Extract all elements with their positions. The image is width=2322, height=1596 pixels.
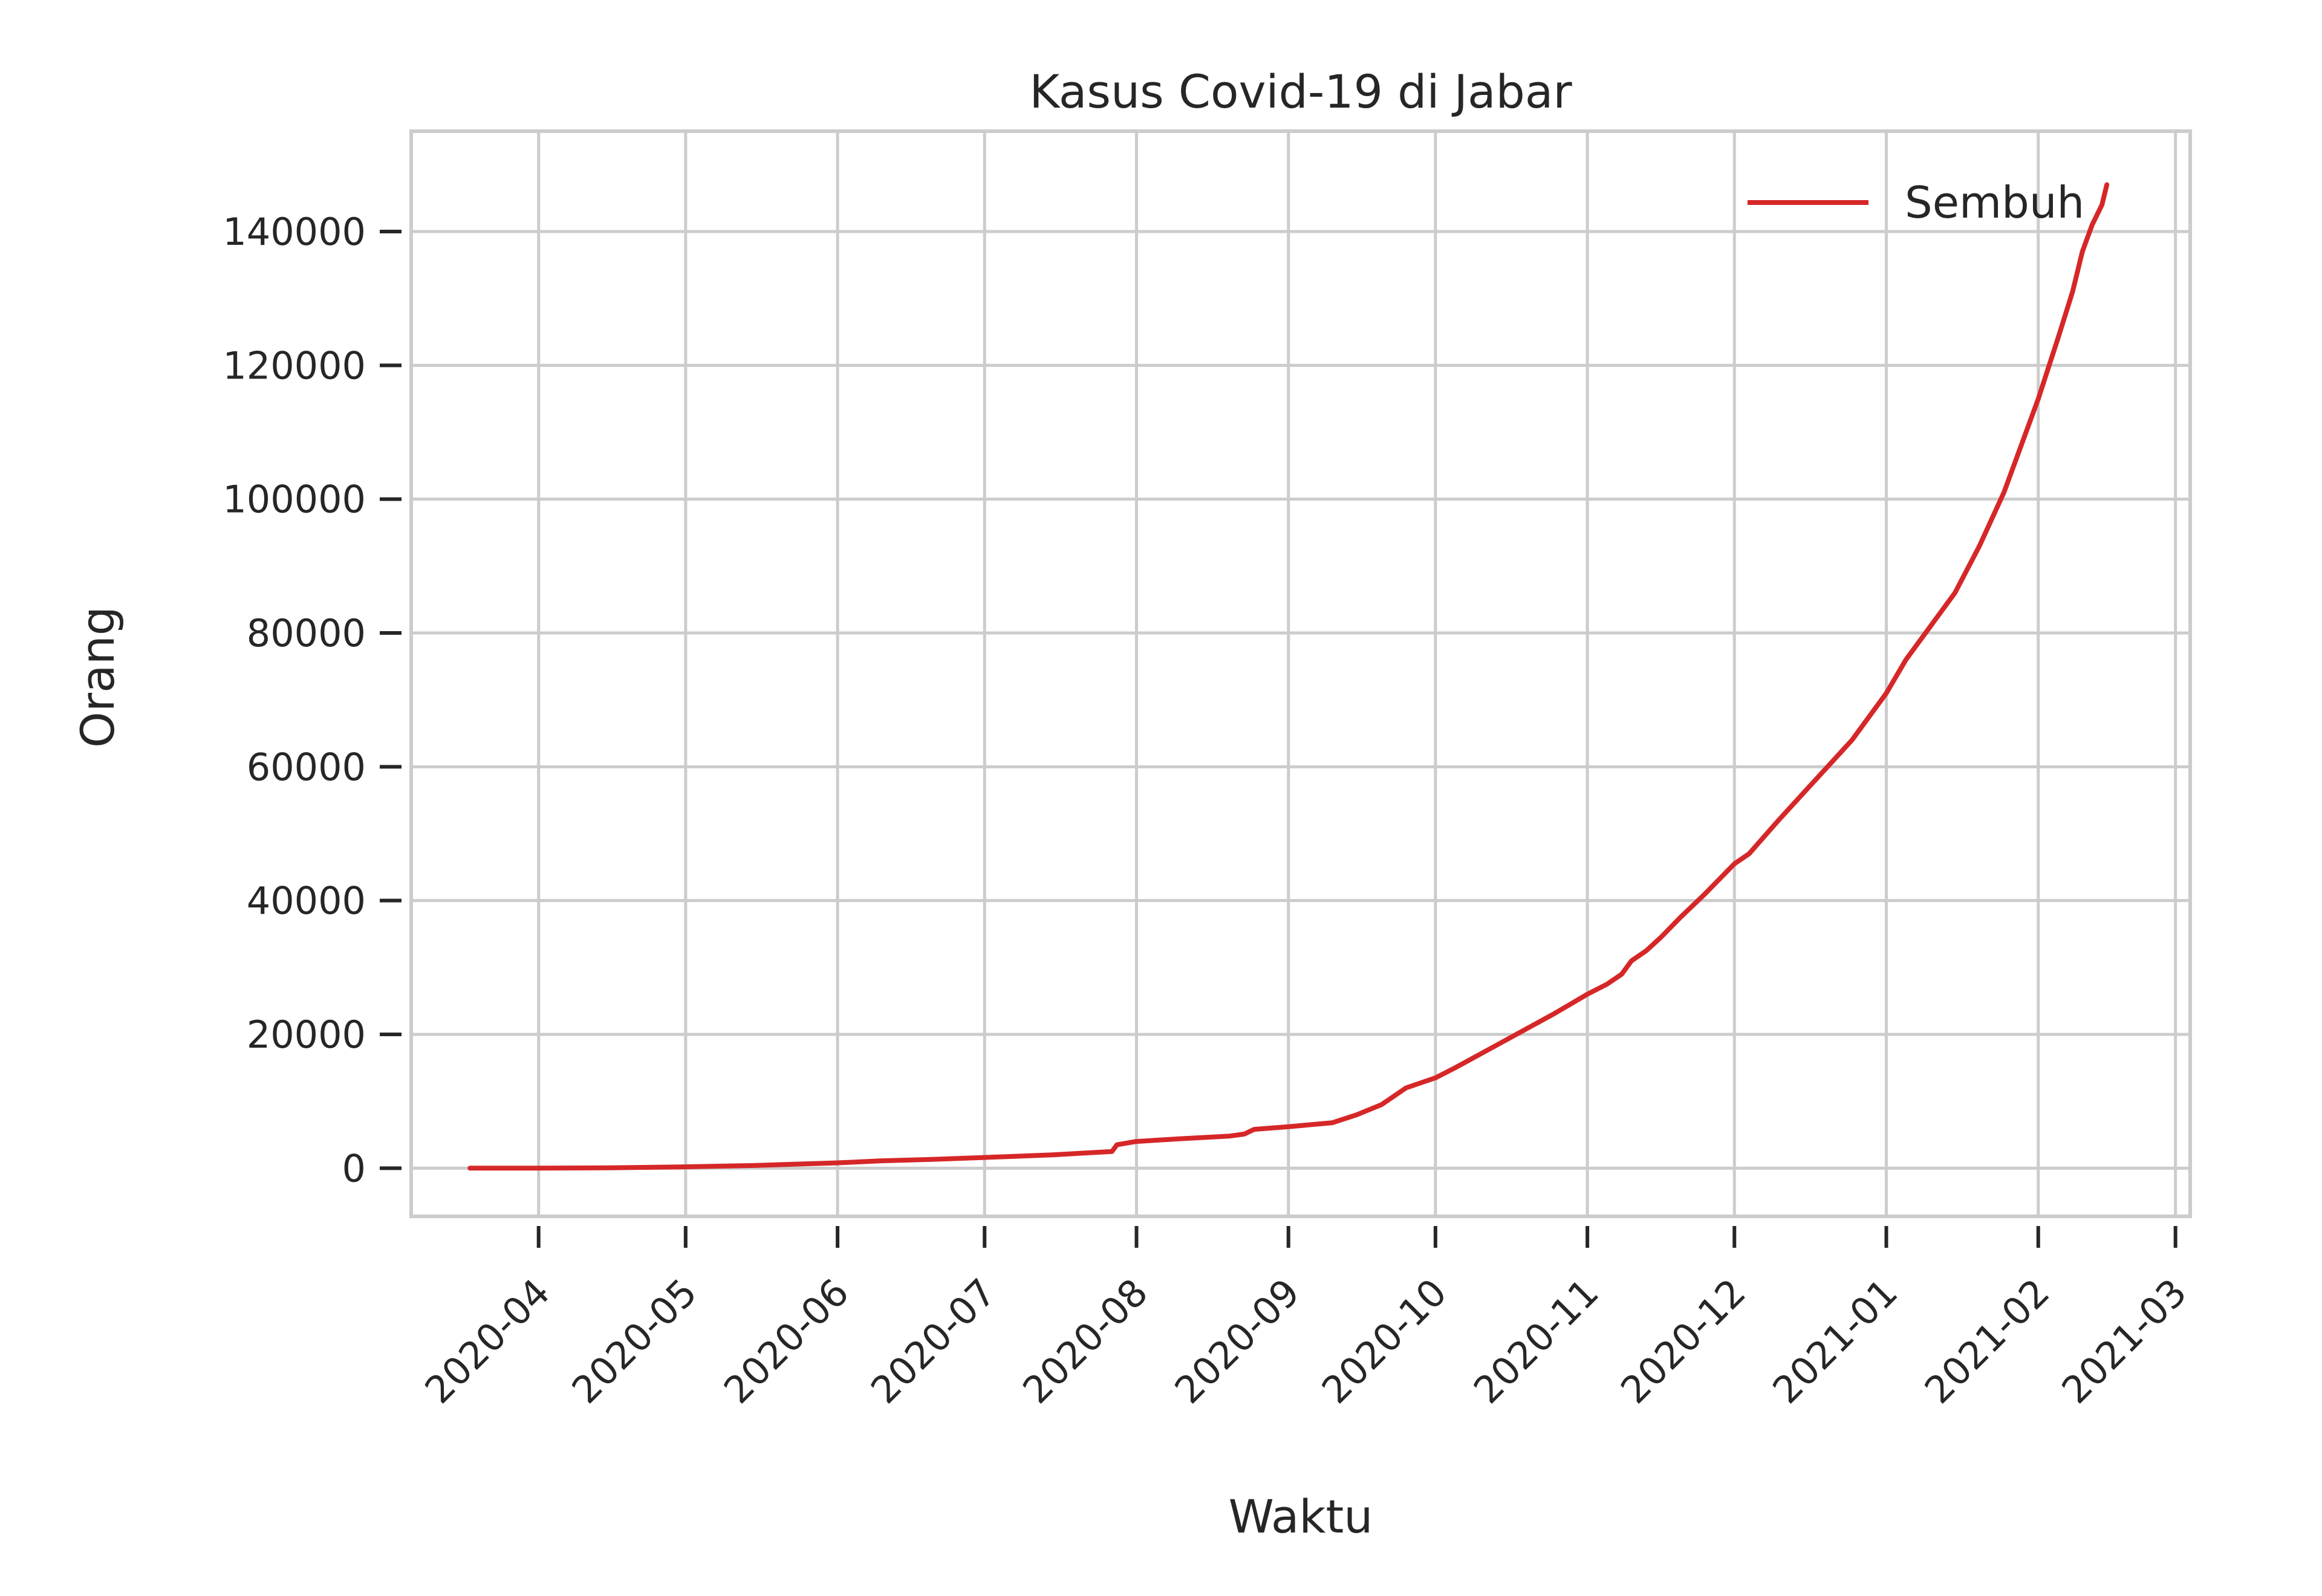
x-tick-label: 2021-03 [2053,1270,2195,1412]
x-tick-label: 2020-10 [1313,1270,1455,1412]
x-tick-label: 2020-09 [1166,1270,1309,1412]
ticks: 2020-04 2020-05 2020-06 2020-07 2020-08 2020-… [223,210,2195,1412]
x-tick-label: 2020-12 [1612,1270,1754,1412]
y-tick-label: 40000 [247,879,366,923]
plot-frame [409,129,2192,1218]
y-tick-label: 0 [342,1146,366,1190]
x-tick-label: 2020-07 [862,1270,1004,1412]
legend-label-sembuh: Sembuh [1905,177,2084,228]
x-tick-label: 2020-11 [1465,1270,1607,1412]
legend: Sembuh [1748,177,2084,228]
x-tick-label: 2020-04 [417,1270,559,1412]
x-tick-label: 2021-02 [1916,1270,2058,1412]
y-axis-label: Orang [71,606,125,748]
y-tick-label: 80000 [247,611,366,655]
grid [411,131,2190,1216]
y-tick-label: 20000 [247,1013,366,1057]
x-tick-label: 2020-05 [564,1270,706,1412]
series-layer [467,182,2110,1171]
y-tick-label: 100000 [223,478,366,522]
x-tick-label: 2020-08 [1014,1270,1156,1412]
y-tick-label: 120000 [223,343,366,388]
y-tick-label: 140000 [223,210,366,254]
x-tick-label: 2020-06 [715,1270,857,1412]
y-tick-label: 60000 [247,745,366,789]
x-tick-label: 2021-01 [1764,1270,1906,1412]
x-axis-label: Waktu [1229,1490,1373,1543]
series-line-sembuh [467,182,2110,1171]
chart-title: Kasus Covid-19 di Jabar [1029,65,1572,118]
